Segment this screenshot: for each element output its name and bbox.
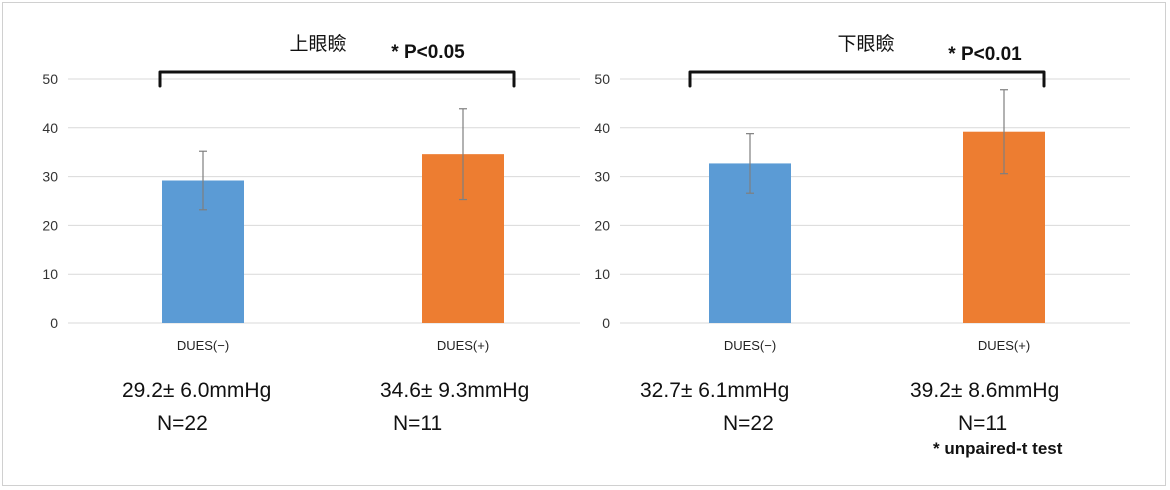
chart-2-stat-n: N=22 — [723, 412, 774, 435]
chart-2-y-tick-label: 50 — [594, 71, 610, 87]
chart-2-y-tick-label: 0 — [602, 315, 610, 331]
chart-2-title: 下眼瞼 — [837, 33, 894, 55]
footnote: * unpaired-t test — [933, 439, 1063, 458]
chart-1-y-tick-label: 0 — [50, 315, 58, 331]
chart-1-significance: * P<0.05 — [391, 42, 465, 63]
chart-2-stat-n: N=11 — [958, 412, 1007, 435]
chart-2-stat-mean: 39.2± 8.6mmHg — [910, 379, 1059, 402]
chart-1-title: 上眼瞼 — [289, 33, 346, 55]
chart-2-category-label: DUES(+) — [978, 338, 1030, 353]
chart-1-stat-mean: 34.6± 9.3mmHg — [380, 379, 529, 402]
chart-2-stat-mean: 32.7± 6.1mmHg — [640, 379, 789, 402]
chart-1-stat-mean: 29.2± 6.0mmHg — [122, 379, 271, 402]
chart-2-y-tick-label: 20 — [594, 217, 610, 233]
chart-2-significance: * P<0.01 — [948, 44, 1022, 65]
chart-1-y-tick-label: 10 — [42, 266, 58, 282]
chart-1-y-tick-label: 20 — [42, 217, 58, 233]
chart-1-y-tick-label: 40 — [42, 120, 58, 136]
chart-1-y-tick-label: 30 — [42, 169, 58, 185]
chart-1-stat-n: N=11 — [393, 412, 442, 435]
chart-1-category-label: DUES(−) — [177, 338, 229, 353]
chart-1-significance-bracket — [158, 70, 516, 88]
chart-2-y-tick-label: 40 — [594, 120, 610, 136]
chart-1-category-label: DUES(+) — [437, 338, 489, 353]
chart-2-y-tick-label: 30 — [594, 169, 610, 185]
chart-2-y-tick-label: 10 — [594, 266, 610, 282]
chart-1-stat-n: N=22 — [157, 412, 208, 435]
chart-2-category-label: DUES(−) — [724, 338, 776, 353]
chart-1-y-tick-label: 50 — [42, 71, 58, 87]
chart-2-significance-bracket — [688, 70, 1046, 88]
